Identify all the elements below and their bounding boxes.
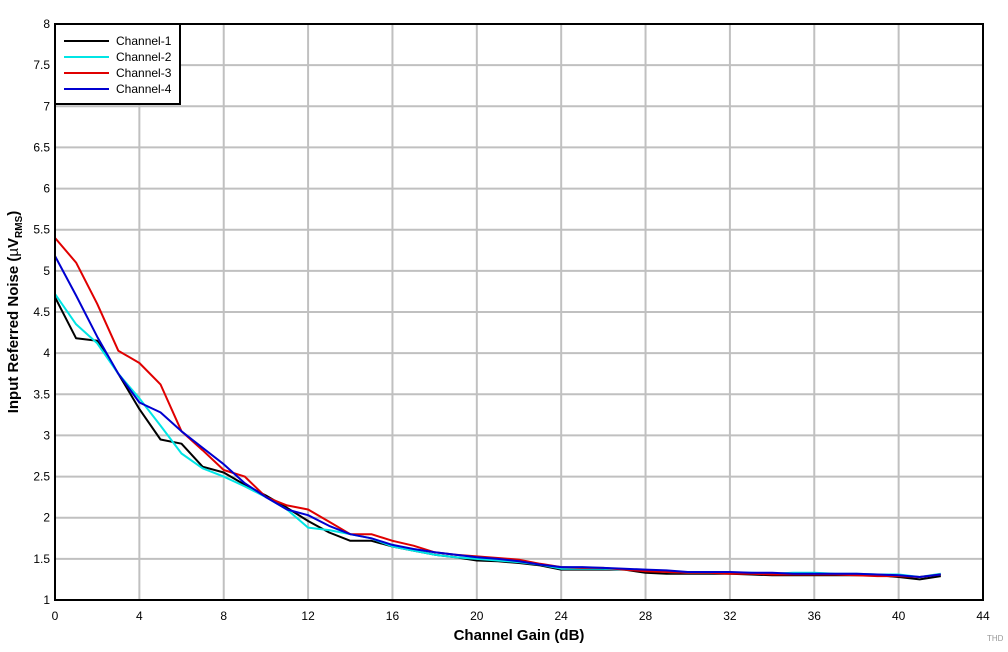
legend-label: Channel-3 (116, 66, 172, 80)
legend-box (54, 23, 181, 105)
y-tick-label: 1 (43, 593, 50, 607)
y-tick-label: 2.5 (33, 470, 50, 484)
y-tick-label: 5 (43, 264, 50, 278)
y-tick-label: 4 (43, 346, 50, 360)
grid-lines (55, 24, 983, 600)
y-tick-label: 8 (43, 17, 50, 31)
y-tick-label: 2 (43, 511, 50, 525)
y-tick-label: 6.5 (33, 140, 50, 154)
y-axis-ticks: 1 1.5 2 2.5 3 3.5 4 4.5 5 5.5 6 6.5 7 7.5 8 (33, 17, 50, 607)
legend: Channel-1 Channel-2 Channel-3 Channel-4 (54, 23, 181, 105)
x-tick-label: 16 (386, 609, 400, 623)
x-tick-label: 12 (301, 609, 315, 623)
x-tick-label: 20 (470, 609, 484, 623)
legend-label: Channel-2 (116, 50, 172, 64)
y-tick-label: 3 (43, 428, 50, 442)
x-axis-ticks: 0 4 8 12 16 20 24 28 32 36 40 44 (52, 609, 990, 623)
watermark: THD (987, 634, 1004, 643)
series-line-channel-4 (54, 255, 941, 578)
plot-frame (54, 23, 984, 601)
x-tick-label: 28 (639, 609, 653, 623)
y-axis-title: Input Referred Noise (µVRMS) (5, 211, 25, 414)
legend-label: Channel-4 (116, 82, 172, 96)
y-tick-label: 7.5 (33, 58, 50, 72)
y-tick-label: 1.5 (33, 552, 50, 566)
x-tick-label: 36 (808, 609, 822, 623)
y-tick-label: 3.5 (33, 387, 50, 401)
x-tick-label: 24 (555, 609, 569, 623)
y-tick-label: 7 (43, 99, 50, 113)
series-line-channel-3 (54, 237, 941, 578)
x-tick-label: 44 (976, 609, 990, 623)
data-series (54, 237, 941, 581)
x-tick-label: 0 (52, 609, 59, 623)
legend-label: Channel-1 (116, 34, 172, 48)
y-tick-label: 5.5 (33, 223, 50, 237)
x-tick-label: 40 (892, 609, 906, 623)
x-tick-label: 32 (723, 609, 737, 623)
x-tick-label: 4 (136, 609, 143, 623)
x-tick-label: 8 (220, 609, 227, 623)
y-tick-label: 6 (43, 182, 50, 196)
y-tick-label: 4.5 (33, 305, 50, 319)
x-axis-title: Channel Gain (dB) (454, 627, 585, 644)
